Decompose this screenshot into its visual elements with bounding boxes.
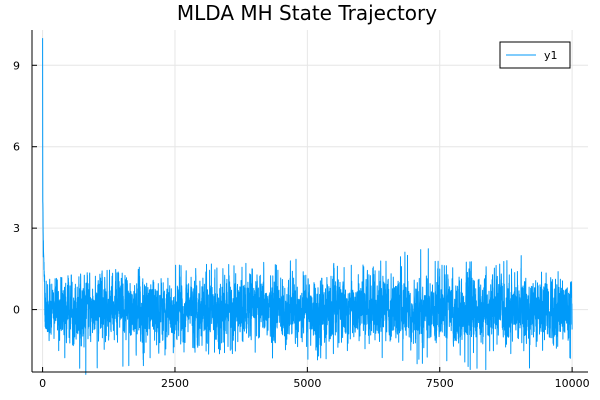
- x-tick-label: 10000: [555, 377, 590, 390]
- y-tick-label: 0: [13, 304, 20, 317]
- axes: 0 2500 5000 7500 10000 0 3 6 9: [13, 30, 590, 390]
- y-tick-label: 3: [13, 222, 20, 235]
- y-tick-label: 6: [13, 141, 20, 154]
- legend-label-y1: y1: [544, 49, 558, 62]
- x-tick-label: 2500: [161, 377, 189, 390]
- x-tick-label: 7500: [426, 377, 454, 390]
- series-line-y1: [42, 38, 573, 375]
- y-tick-label: 9: [13, 59, 20, 72]
- x-tick-label: 5000: [293, 377, 321, 390]
- legend: y1: [499, 41, 571, 69]
- x-tick-label: 0: [39, 377, 46, 390]
- plot-series-layer: [42, 38, 573, 375]
- chart-title: MLDA MH State Trajectory: [177, 1, 437, 25]
